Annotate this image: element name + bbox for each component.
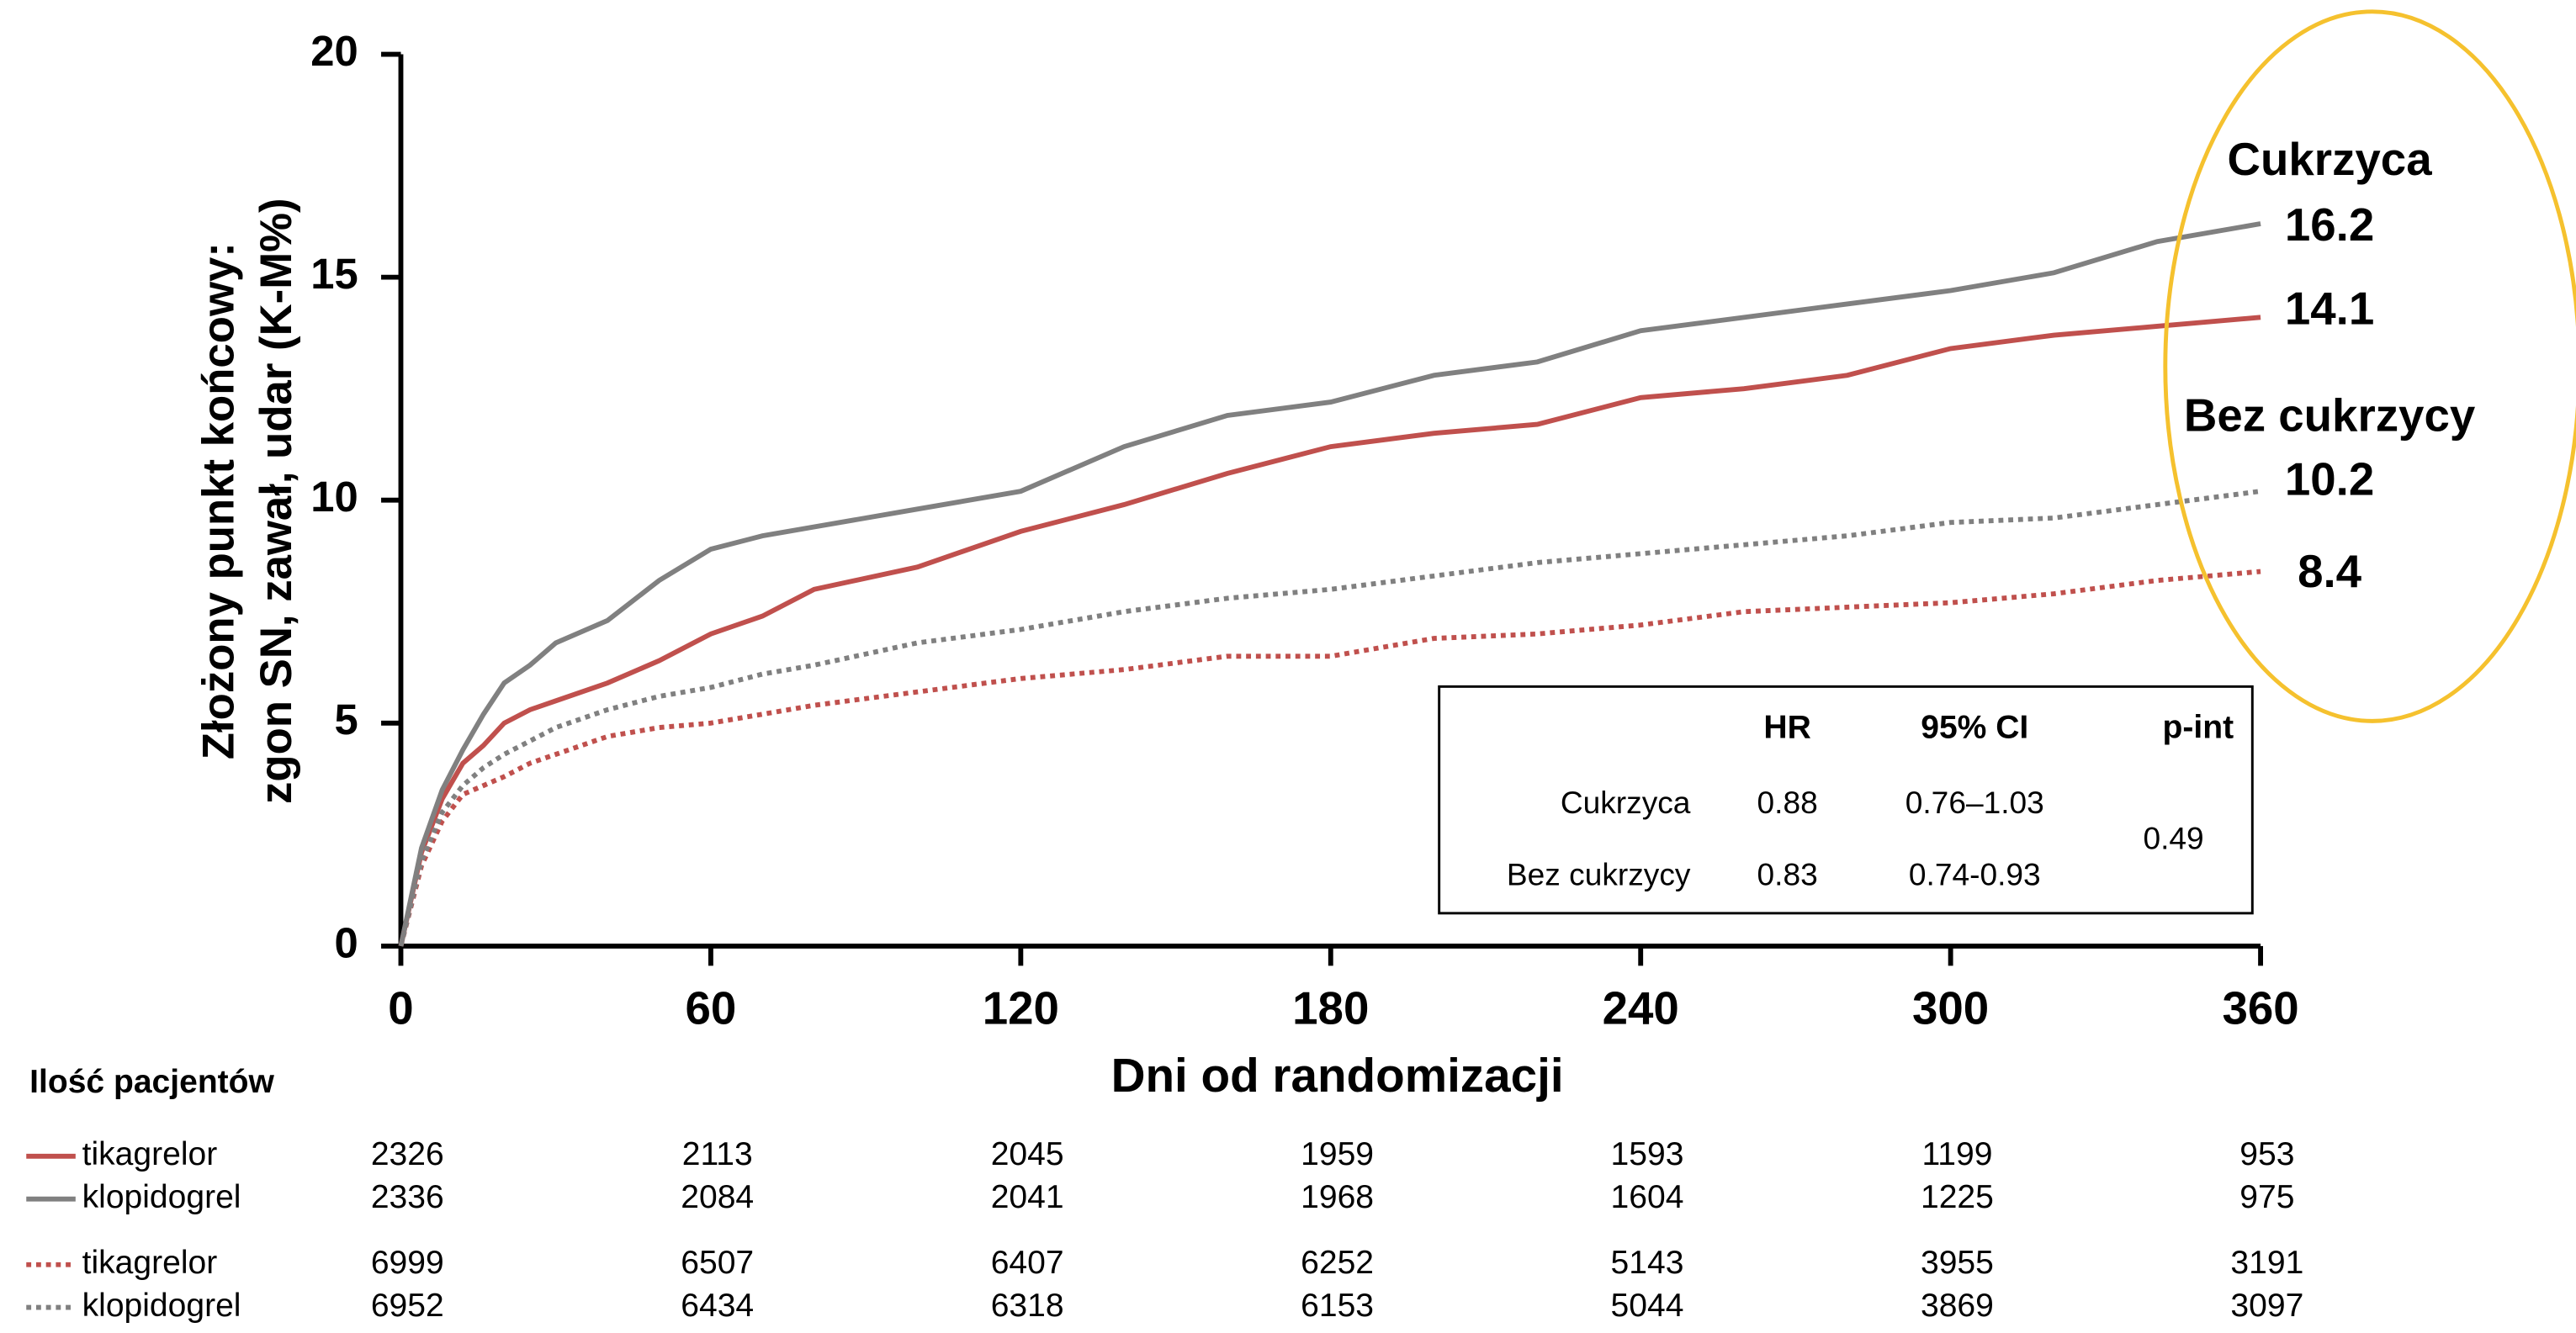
table-header: HR — [1763, 709, 1810, 745]
legend-label: tikagrelor — [82, 1245, 218, 1281]
end-label: 10.2 — [2285, 454, 2374, 505]
legend-label: klopidogrel — [82, 1179, 241, 1215]
at-risk-value: 6507 — [681, 1245, 754, 1281]
at-risk-value: 1959 — [1301, 1136, 1374, 1172]
group-label: Cukrzyca — [2228, 134, 2433, 185]
x-axis-title: Dni od randomizacji — [1111, 1050, 1564, 1103]
x-tick-label: 60 — [686, 982, 737, 1034]
at-risk-value: 6434 — [681, 1288, 754, 1324]
y-tick-label: 20 — [310, 27, 358, 75]
y-axis-title: Złożony punkt końcowy: — [194, 242, 244, 759]
end-label: 16.2 — [2285, 199, 2374, 251]
at-risk-value: 6407 — [991, 1245, 1064, 1281]
table-row-label: Cukrzyca — [1561, 785, 1691, 820]
at-risk-value: 1593 — [1611, 1136, 1684, 1172]
table-cell: 0.76–1.03 — [1905, 785, 2044, 820]
x-tick-label: 360 — [2222, 982, 2298, 1034]
x-tick-label: 300 — [1912, 982, 1989, 1034]
at-risk-value: 2113 — [682, 1136, 753, 1172]
at-risk-value: 6153 — [1301, 1288, 1374, 1324]
x-tick-label: 0 — [388, 982, 413, 1034]
at-risk-value: 1604 — [1611, 1179, 1684, 1215]
at-risk-value: 6318 — [991, 1288, 1064, 1324]
at-risk-value: 1968 — [1301, 1179, 1374, 1215]
series-line — [398, 569, 2261, 947]
series-line — [398, 221, 2261, 947]
table-cell: 0.49 — [2143, 821, 2203, 856]
at-risk-value: 3191 — [2230, 1245, 2303, 1281]
table-cell: 0.83 — [1757, 857, 1818, 892]
at-risk-value: 2041 — [991, 1179, 1064, 1215]
series-line — [398, 315, 2261, 947]
at-risk-value: 5143 — [1611, 1245, 1684, 1281]
legend-label: klopidogrel — [82, 1288, 241, 1324]
at-risk-value: 6952 — [371, 1288, 444, 1324]
at-risk-value: 2084 — [681, 1179, 754, 1215]
at-risk-value: 3955 — [1921, 1245, 1994, 1281]
x-tick-label: 180 — [1292, 982, 1369, 1034]
highlight-ellipse — [2163, 9, 2576, 723]
at-risk-value: 3097 — [2230, 1288, 2303, 1324]
at-risk-value: 6999 — [371, 1245, 444, 1281]
at-risk-title: Ilość pacjentów — [29, 1064, 274, 1100]
group-label: Bez cukrzycy — [2184, 389, 2476, 441]
table-row-label: Bez cukrzycy — [1507, 857, 1691, 892]
y-axis-title: zgon SN, zawał, udar (K-M%) — [252, 198, 301, 804]
at-risk-value: 2326 — [371, 1136, 444, 1172]
table-cell: 0.88 — [1757, 785, 1818, 820]
x-tick-label: 120 — [983, 982, 1059, 1034]
x-tick-label: 240 — [1603, 982, 1679, 1034]
y-tick-label: 0 — [334, 918, 358, 966]
y-tick-label: 15 — [310, 250, 358, 298]
at-risk-value: 1199 — [1921, 1136, 1992, 1172]
end-label: 8.4 — [2298, 546, 2362, 597]
series-line — [398, 489, 2261, 947]
at-risk-value: 6252 — [1301, 1245, 1374, 1281]
at-risk-value: 2336 — [371, 1179, 444, 1215]
table-header: 95% CI — [1921, 709, 2028, 745]
legend-label: tikagrelor — [82, 1136, 218, 1172]
y-tick-label: 5 — [334, 696, 358, 743]
at-risk-value: 3869 — [1921, 1288, 1994, 1324]
end-label: 14.1 — [2285, 283, 2374, 335]
inset-box — [1438, 685, 2254, 915]
at-risk-value: 953 — [2239, 1136, 2294, 1172]
at-risk-value: 1225 — [1921, 1179, 1994, 1215]
table-cell: 0.74-0.93 — [1909, 857, 2041, 892]
y-tick-label: 10 — [310, 473, 358, 521]
at-risk-value: 975 — [2239, 1179, 2294, 1215]
at-risk-value: 2045 — [991, 1136, 1064, 1172]
table-header: p-int — [2163, 709, 2234, 745]
at-risk-value: 5044 — [1611, 1288, 1684, 1324]
